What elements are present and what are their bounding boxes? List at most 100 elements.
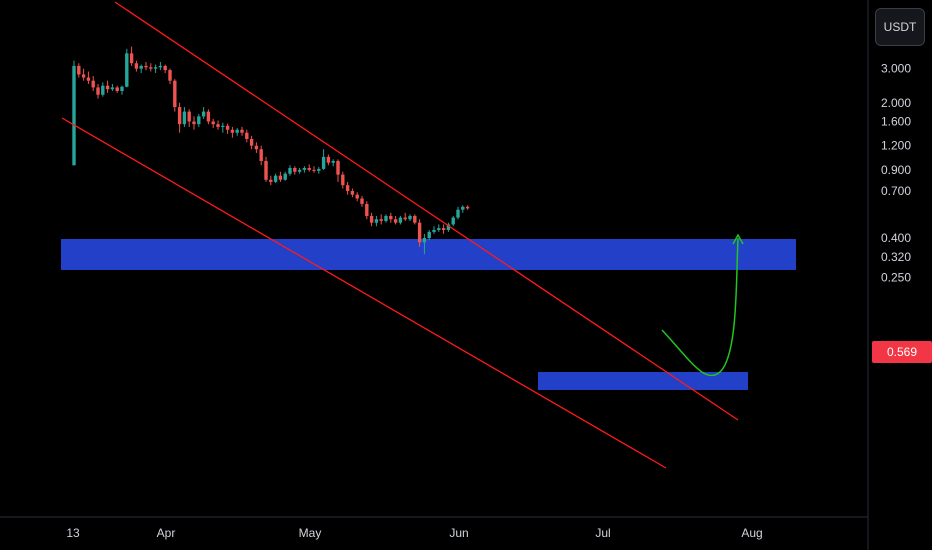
candle-body	[187, 111, 191, 122]
candle-body	[153, 67, 158, 69]
candle-body	[139, 65, 143, 69]
candle	[321, 149, 326, 170]
candle-body	[398, 217, 403, 223]
candle	[302, 166, 307, 173]
candle-body	[81, 74, 86, 78]
candle	[177, 102, 182, 133]
candle-body	[317, 168, 321, 171]
candle	[350, 188, 355, 198]
candle	[293, 166, 297, 175]
time-axis[interactable]: 13 Apr May Jun Jul Aug	[66, 526, 762, 540]
candle-body	[235, 129, 239, 133]
candle-body	[374, 219, 379, 223]
candle-body	[249, 138, 254, 146]
candle-body	[125, 53, 129, 87]
candle	[96, 83, 100, 99]
candle-body	[96, 87, 100, 95]
candle	[259, 145, 263, 166]
candle	[360, 195, 364, 207]
candle	[312, 166, 316, 173]
candle-body	[254, 145, 259, 150]
candle	[149, 63, 153, 72]
candle	[288, 165, 292, 176]
candle-body	[86, 77, 91, 81]
candle-body	[101, 85, 105, 95]
candle	[427, 229, 431, 241]
candle	[379, 214, 383, 225]
candle	[206, 109, 211, 125]
candle-body	[384, 215, 388, 221]
candle-body	[432, 229, 436, 232]
candle-body	[379, 219, 383, 221]
x-tick-label: Apr	[157, 526, 176, 540]
candle-body	[245, 132, 249, 139]
candle-body	[293, 168, 297, 172]
candle	[187, 109, 191, 127]
candle	[432, 226, 436, 234]
candle	[456, 206, 460, 220]
candle	[398, 215, 403, 225]
candle-body	[278, 175, 283, 180]
candle-body	[307, 168, 311, 170]
candle	[413, 214, 417, 225]
y-tick-label: 0.400	[881, 231, 911, 245]
candle-body	[173, 80, 177, 108]
candle-body	[259, 149, 263, 161]
candle-body	[72, 65, 76, 166]
candle-body	[105, 85, 110, 90]
candle-body	[408, 215, 412, 220]
candle	[230, 126, 235, 138]
y-tick-label: 3.000	[881, 62, 911, 76]
y-tick-label: 1.600	[881, 115, 911, 129]
candle	[384, 214, 388, 223]
y-tick-label: 0.700	[881, 184, 911, 198]
candle-body	[451, 217, 455, 225]
price-axis[interactable]: 3.000 2.000 1.600 1.200 0.900 0.700 0.400 0.320…	[881, 62, 911, 285]
candle	[249, 135, 254, 150]
drawings-layer	[61, 1, 744, 469]
candle	[129, 46, 134, 66]
candle-body	[336, 161, 340, 175]
candle	[105, 80, 110, 93]
candle	[192, 116, 196, 130]
candle	[307, 164, 311, 172]
candle-body	[417, 222, 422, 243]
candle-body	[441, 228, 446, 230]
candle	[115, 85, 119, 93]
candle-body	[427, 231, 431, 239]
candle-body	[321, 156, 326, 169]
candle	[101, 82, 105, 97]
candle	[331, 159, 335, 167]
candle	[317, 167, 321, 174]
candle-body	[144, 65, 148, 68]
support-zone	[538, 372, 748, 390]
candle	[153, 64, 158, 73]
candle-body	[177, 107, 182, 125]
candle	[254, 142, 259, 153]
candle-body	[456, 209, 460, 218]
channel-lower-line	[61, 117, 667, 469]
candle-body	[446, 224, 451, 230]
candle	[81, 68, 86, 81]
resistance-zone	[61, 239, 796, 270]
currency-button[interactable]: USDT	[875, 8, 925, 46]
candle	[182, 107, 187, 127]
candle	[245, 129, 249, 143]
candle-body	[168, 70, 172, 81]
y-tick-label: 1.200	[881, 139, 911, 153]
candle	[297, 168, 302, 174]
candle-body	[240, 129, 244, 133]
candle	[120, 85, 124, 95]
candle	[417, 219, 422, 247]
projection-arrow-curve	[661, 237, 739, 377]
candle-body	[120, 86, 124, 92]
candle-body	[312, 169, 316, 171]
candle-body	[413, 215, 417, 223]
candle-body	[192, 121, 196, 125]
candle	[278, 171, 283, 182]
candle	[168, 68, 172, 84]
candle-body	[341, 174, 345, 186]
candle-body	[110, 87, 115, 90]
candle-body	[182, 111, 187, 125]
